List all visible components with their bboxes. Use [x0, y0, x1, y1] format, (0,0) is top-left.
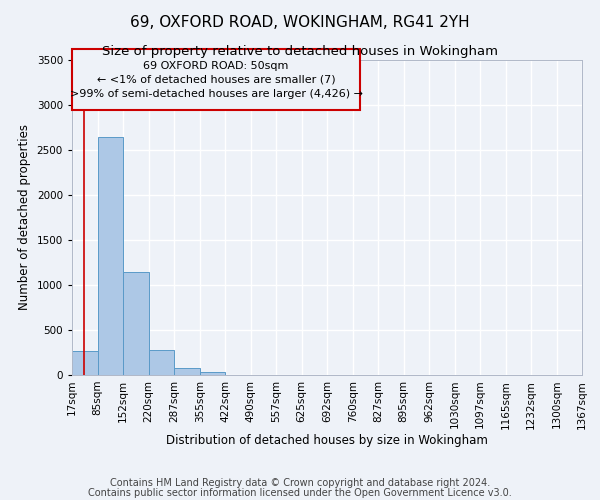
- Bar: [98, 138, 123, 375]
- Bar: [149, 350, 174, 375]
- Text: Contains public sector information licensed under the Open Government Licence v3: Contains public sector information licen…: [88, 488, 512, 498]
- X-axis label: Distribution of detached houses by size in Wokingham: Distribution of detached houses by size …: [166, 434, 488, 447]
- Bar: [174, 368, 200, 375]
- Text: Contains HM Land Registry data © Crown copyright and database right 2024.: Contains HM Land Registry data © Crown c…: [110, 478, 490, 488]
- Text: 69 OXFORD ROAD: 50sqm
← <1% of detached houses are smaller (7)
>99% of semi-deta: 69 OXFORD ROAD: 50sqm ← <1% of detached …: [70, 61, 362, 99]
- Bar: [72, 49, 360, 110]
- Text: 69, OXFORD ROAD, WOKINGHAM, RG41 2YH: 69, OXFORD ROAD, WOKINGHAM, RG41 2YH: [130, 15, 470, 30]
- Text: Size of property relative to detached houses in Wokingham: Size of property relative to detached ho…: [102, 45, 498, 58]
- Bar: [123, 272, 149, 375]
- Bar: [200, 372, 225, 375]
- Bar: [72, 350, 98, 375]
- Y-axis label: Number of detached properties: Number of detached properties: [18, 124, 31, 310]
